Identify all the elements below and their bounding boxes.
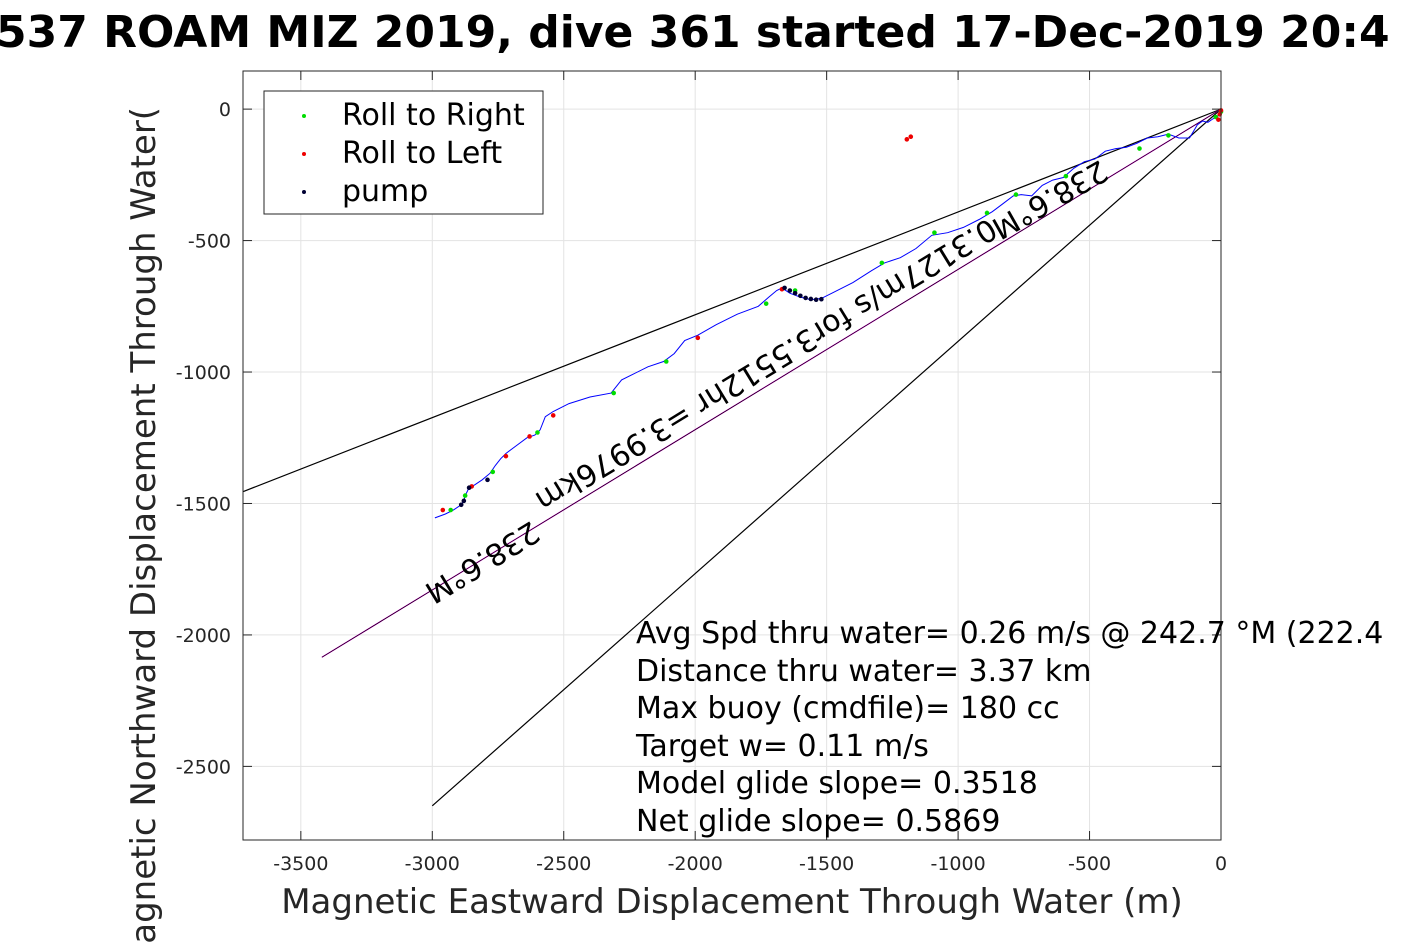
pump-point — [466, 485, 472, 491]
y-tick-label: 0 — [219, 99, 231, 121]
pump-point — [782, 285, 787, 291]
x-axis-label: Magnetic Eastward Displacement Through W… — [281, 882, 1183, 922]
y-axis-label: Magnetic Northward Displacement Through … — [124, 107, 164, 945]
legend: Roll to Right Roll to Left pump — [263, 90, 544, 215]
y-tick-label: -500 — [188, 231, 231, 253]
roll-left-point — [550, 413, 556, 418]
chart-title: 537 ROAM MIZ 2019, dive 361 started 17-D… — [0, 7, 1390, 58]
legend-label-pump: pump — [342, 174, 428, 209]
legend-marker-pump — [302, 190, 306, 194]
pump-point — [485, 477, 490, 483]
pump-point — [813, 297, 819, 303]
roll-left-point — [908, 134, 914, 140]
legend-marker-roll-left — [302, 152, 306, 156]
x-tick-label: 0 — [1215, 853, 1227, 875]
roll-right-point — [763, 301, 769, 306]
roll-right-point — [663, 359, 669, 364]
legend-marker-roll-right — [302, 114, 306, 118]
roll-left-point — [527, 434, 532, 439]
pump-point — [798, 293, 803, 299]
legend-label-roll-left: Roll to Left — [342, 136, 502, 171]
roll-right-point — [490, 469, 496, 475]
roll-left-point — [904, 137, 910, 142]
pump-point — [787, 288, 793, 293]
annotation-max-buoy: Max buoy (cmdfile)= 180 cc — [636, 691, 1060, 726]
x-tick-label: -1000 — [930, 853, 985, 875]
pump-point — [458, 502, 464, 508]
y-tick-label: -1500 — [176, 493, 231, 515]
roll-left-point — [695, 335, 701, 341]
stats-annotations: Avg Spd thru water= 0.26 m/s @ 242.7 °M … — [635, 616, 1383, 839]
y-tick-label: -2500 — [176, 756, 231, 778]
annotation-avg-speed: Avg Spd thru water= 0.26 m/s @ 242.7 °M … — [636, 616, 1383, 651]
roll-right-point — [448, 507, 453, 513]
y-tick-label: -2000 — [176, 625, 231, 647]
heading-guide-line — [321, 108, 1222, 658]
roll-right-point — [984, 210, 990, 216]
ticks: -3500 -3000 -2500 -2000 -1500 -1000 -500 0 0 -500… — [176, 71, 1227, 875]
x-tick-label: -3500 — [273, 853, 328, 875]
x-tick-label: -2500 — [536, 853, 591, 875]
pump-point — [803, 295, 808, 301]
roll-left-point — [440, 507, 446, 513]
legend-box — [263, 90, 544, 215]
roll-left-point — [1216, 117, 1221, 122]
annotation-model-glide: Model glide slope= 0.3518 — [636, 766, 1038, 801]
roll-left-point — [503, 453, 509, 459]
y-tick-label: -1000 — [176, 362, 231, 384]
roll-right-point — [1013, 192, 1019, 197]
plot-frame — [242, 70, 1222, 841]
pump-point — [461, 498, 467, 504]
roll-right-point — [932, 230, 937, 235]
pump-point — [819, 296, 824, 302]
roll-right-point — [611, 390, 616, 396]
annotation-net-glide: Net glide slope= 0.5869 — [636, 804, 1000, 839]
pump-point — [792, 290, 798, 296]
legend-label-roll-right: Roll to Right — [342, 98, 525, 133]
x-tick-label: -1500 — [799, 853, 854, 875]
roll-right-point — [535, 430, 540, 435]
annotation-distance: Distance thru water= 3.37 km — [636, 654, 1091, 689]
heading-guide-line — [431, 108, 1222, 807]
roll-right-point — [1166, 133, 1171, 138]
roll-right-point — [1137, 146, 1142, 151]
roll-right-point — [879, 260, 885, 266]
x-tick-label: -500 — [1068, 853, 1111, 875]
pump-point — [808, 296, 814, 302]
heading-guide-line — [242, 108, 1222, 493]
annotation-target-w: Target w= 0.11 m/s — [635, 729, 929, 764]
roll-right-point — [462, 493, 468, 498]
x-tick-label: -3000 — [405, 853, 460, 875]
roll-right-point — [1063, 173, 1069, 179]
x-tick-label: -2000 — [668, 853, 723, 875]
